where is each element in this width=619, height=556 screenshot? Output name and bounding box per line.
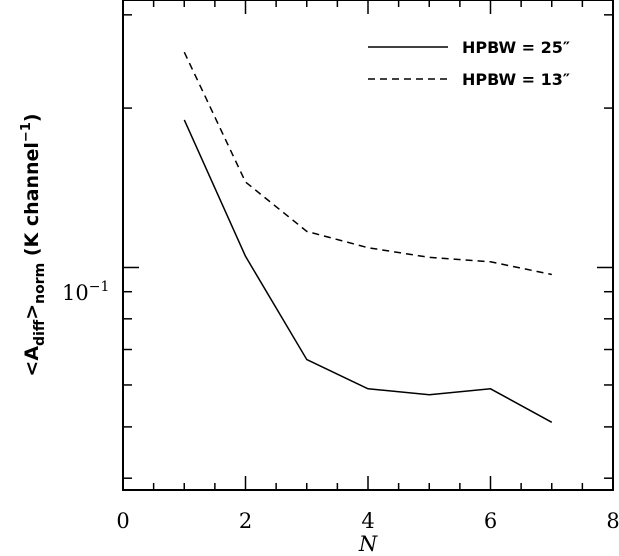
ylabel-unit-close: )	[21, 113, 43, 122]
ylabel-open: <A	[21, 346, 43, 377]
plot-frame	[122, 0, 614, 491]
series-layer	[183, 51, 553, 423]
x-axis-label: N	[358, 532, 378, 556]
y-axis-label: <Adiff>norm (K channel−1)	[19, 113, 48, 376]
ylabel-unit-open: (K channel	[21, 142, 43, 263]
legend-label-25: HPBW = 25″	[462, 38, 570, 57]
ylabel-sub1: diff	[32, 319, 48, 346]
x-tick-label: 0	[116, 509, 129, 533]
ylabel-close: >	[21, 304, 43, 320]
y-tick-exp: −1	[89, 279, 110, 295]
ylabel-sub2: norm	[32, 263, 48, 304]
legend-label-13: HPBW = 13″	[462, 70, 570, 89]
y-tick-label: 10−1	[62, 279, 109, 305]
series-line-solid	[183, 119, 553, 423]
y-tick-base: 10	[62, 281, 89, 305]
series-line-dashed	[183, 51, 552, 276]
ticks-layer: 0 2 4 6 8	[116, 0, 619, 533]
legend: HPBW = 25″ HPBW = 13″	[368, 38, 570, 89]
x-tick-label: 4	[361, 509, 374, 533]
x-tick-label: 8	[606, 509, 619, 533]
x-tick-label: 2	[239, 509, 252, 533]
x-tick-label: 6	[484, 509, 497, 533]
ylabel-unit-exp: −1	[19, 122, 34, 142]
